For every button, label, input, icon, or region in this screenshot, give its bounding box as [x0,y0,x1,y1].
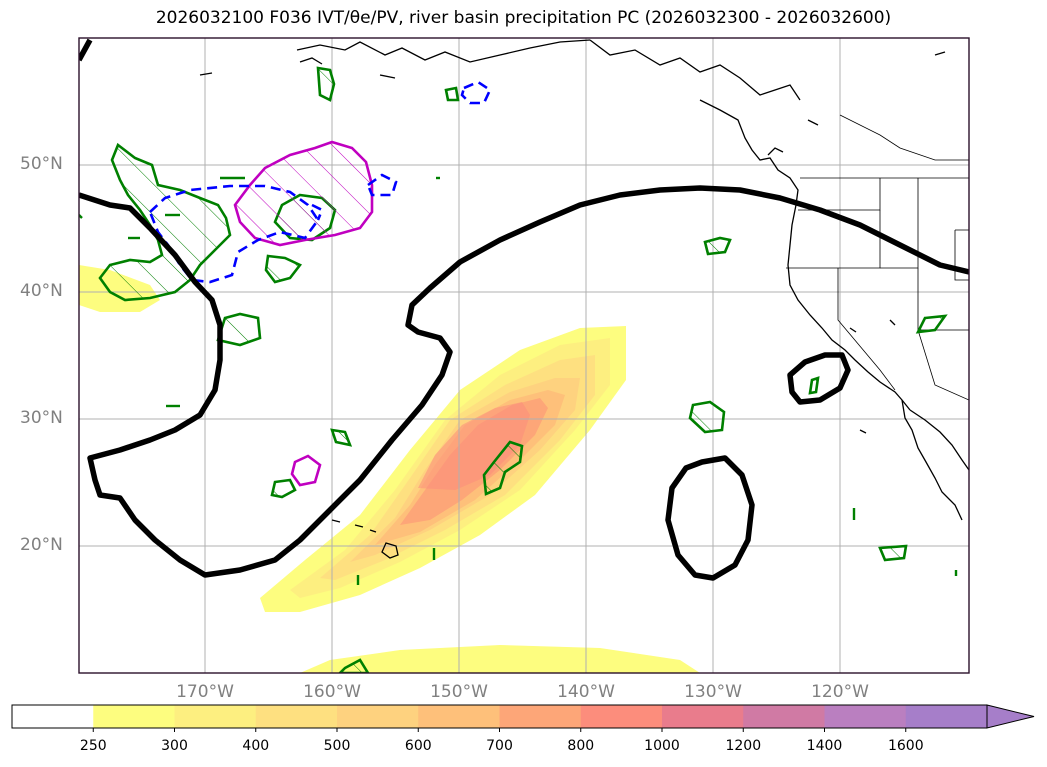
colorbar-tick-label: 1600 [887,738,924,754]
colorbar-segment [743,705,825,728]
lat-label-20n: 20°N [20,535,63,555]
colorbar-segment [499,705,582,728]
graticule [79,38,969,673]
colorbar-tick-label: 800 [567,738,595,754]
colorbar-tick-label: 250 [79,738,107,754]
coastlines [199,39,969,559]
lon-label-150w: 150°W [430,682,488,702]
colorbar-tick-label: 400 [242,738,270,754]
colorbar-segment [824,705,907,728]
lat-label-30n: 30°N [20,408,63,428]
colorbar-segment [337,705,419,728]
colorbar-segment [93,705,175,728]
lon-label-170w: 170°W [176,682,234,702]
colorbar-segment [418,705,500,728]
ivt-shading-south [300,645,700,673]
pv-high-contour [233,140,374,247]
colorbar-segment [12,705,94,728]
map-frame [78,37,970,674]
colorbar-tick-label: 1400 [806,738,843,754]
colorbar-segment [580,705,663,728]
lon-label-120w: 120°W [811,682,869,702]
negative-contours [148,80,492,284]
map-title: 2026032100 F036 IVT/θe/PV, river basin p… [155,8,892,28]
colorbar-segment [662,705,744,728]
theta-e-contours [79,38,969,581]
colorbar-segment [255,705,338,728]
colorbar-segment [905,705,988,728]
lon-label-140w: 140°W [557,682,615,702]
colorbar [11,704,1035,732]
colorbar-tick-label: 500 [323,738,351,754]
colorbar-extend-arrow [986,704,1035,729]
lat-label-50n: 50°N [20,154,63,174]
ivt-shading-plume [260,326,626,612]
lon-label-160w: 160°W [303,682,361,702]
colorbar-tick-label: 600 [404,738,432,754]
lat-label-40n: 40°N [20,281,63,301]
pv-small-contours [79,176,958,585]
colorbar-segment [174,705,257,728]
colorbar-tick-label: 1000 [644,738,680,754]
colorbar-tick-label: 300 [161,738,188,754]
colorbar-tick-label: 1200 [725,738,762,754]
lon-label-130w: 130°W [684,682,742,702]
colorbar-tick-label: 700 [486,738,513,754]
pv-high-contour-small [290,454,322,487]
